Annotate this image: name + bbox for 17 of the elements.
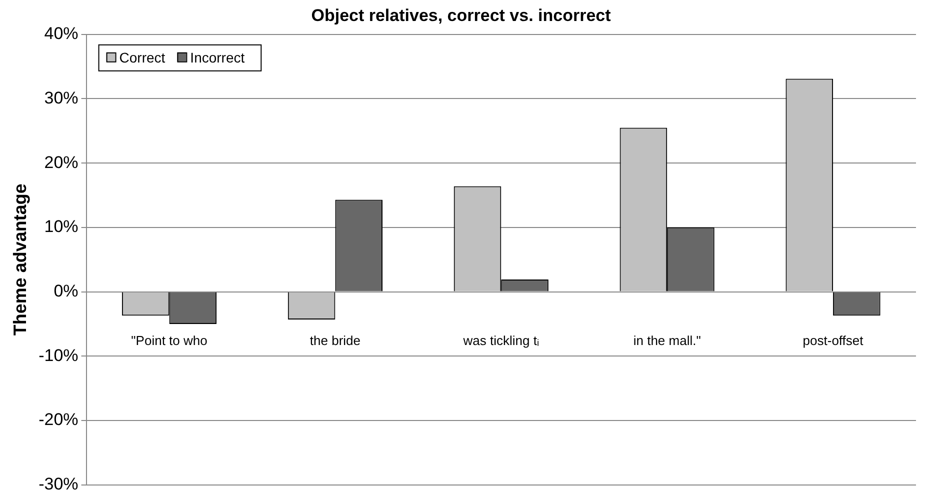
x-tick-label: "Point to who bbox=[131, 333, 208, 348]
y-tick-label: 0% bbox=[54, 281, 78, 300]
y-axis-title: Theme advantage bbox=[10, 184, 30, 336]
chart-title: Object relatives, correct vs. incorrect bbox=[311, 6, 612, 25]
y-tick-label: -30% bbox=[38, 474, 78, 494]
legend-label: Incorrect bbox=[190, 49, 245, 66]
y-tick-label: 30% bbox=[44, 88, 78, 108]
y-tick-label: 40% bbox=[44, 24, 78, 44]
x-tick-label: post-offset bbox=[802, 333, 864, 348]
legend-label: Correct bbox=[119, 49, 166, 66]
x-tick-label: the bride bbox=[310, 333, 360, 348]
x-tick-label: was tickling tᵢ bbox=[462, 333, 540, 348]
x-tick-label: in the mall." bbox=[633, 333, 702, 348]
y-tick-label: -10% bbox=[38, 346, 78, 365]
y-tick-label: 10% bbox=[44, 217, 78, 236]
y-tick-label: -20% bbox=[38, 410, 78, 430]
y-tick-label: 20% bbox=[44, 152, 78, 172]
